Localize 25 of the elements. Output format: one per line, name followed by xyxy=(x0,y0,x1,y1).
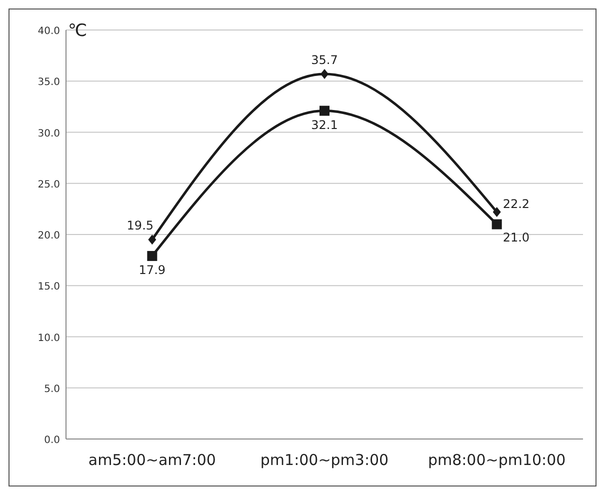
x-tick-label: am5:00~am7:00 xyxy=(88,451,216,469)
y-tick-label: 10.0 xyxy=(38,332,60,344)
y-tick-label: 30.0 xyxy=(38,128,60,140)
data-label: 32.1 xyxy=(311,118,338,132)
y-tick-label: 15.0 xyxy=(38,282,60,293)
y-axis-title: ℃ xyxy=(68,21,88,41)
point xyxy=(148,234,156,245)
point xyxy=(320,106,330,116)
data-label: 21.0 xyxy=(502,230,530,244)
data-label: 35.7 xyxy=(311,52,338,67)
y-tick-label: 0.0 xyxy=(44,435,60,446)
point xyxy=(492,207,501,218)
y-tick-label: 5.0 xyxy=(44,384,60,395)
y-tick-label: 35.0 xyxy=(38,77,60,88)
data-label: 17.9 xyxy=(138,262,166,277)
y-tick-label: 40.0 xyxy=(38,26,60,37)
y-tick-label: 25.0 xyxy=(38,179,60,190)
x-tick-label: pm8:00~pm10:00 xyxy=(428,451,566,469)
y-tick-label: 20.0 xyxy=(38,230,60,242)
point xyxy=(320,68,328,79)
point xyxy=(492,219,502,230)
data-label: 22.2 xyxy=(502,197,530,212)
point xyxy=(147,250,158,261)
data-label: 19.5 xyxy=(126,218,154,233)
x-tick-label: pm1:00~pm3:00 xyxy=(260,451,389,469)
